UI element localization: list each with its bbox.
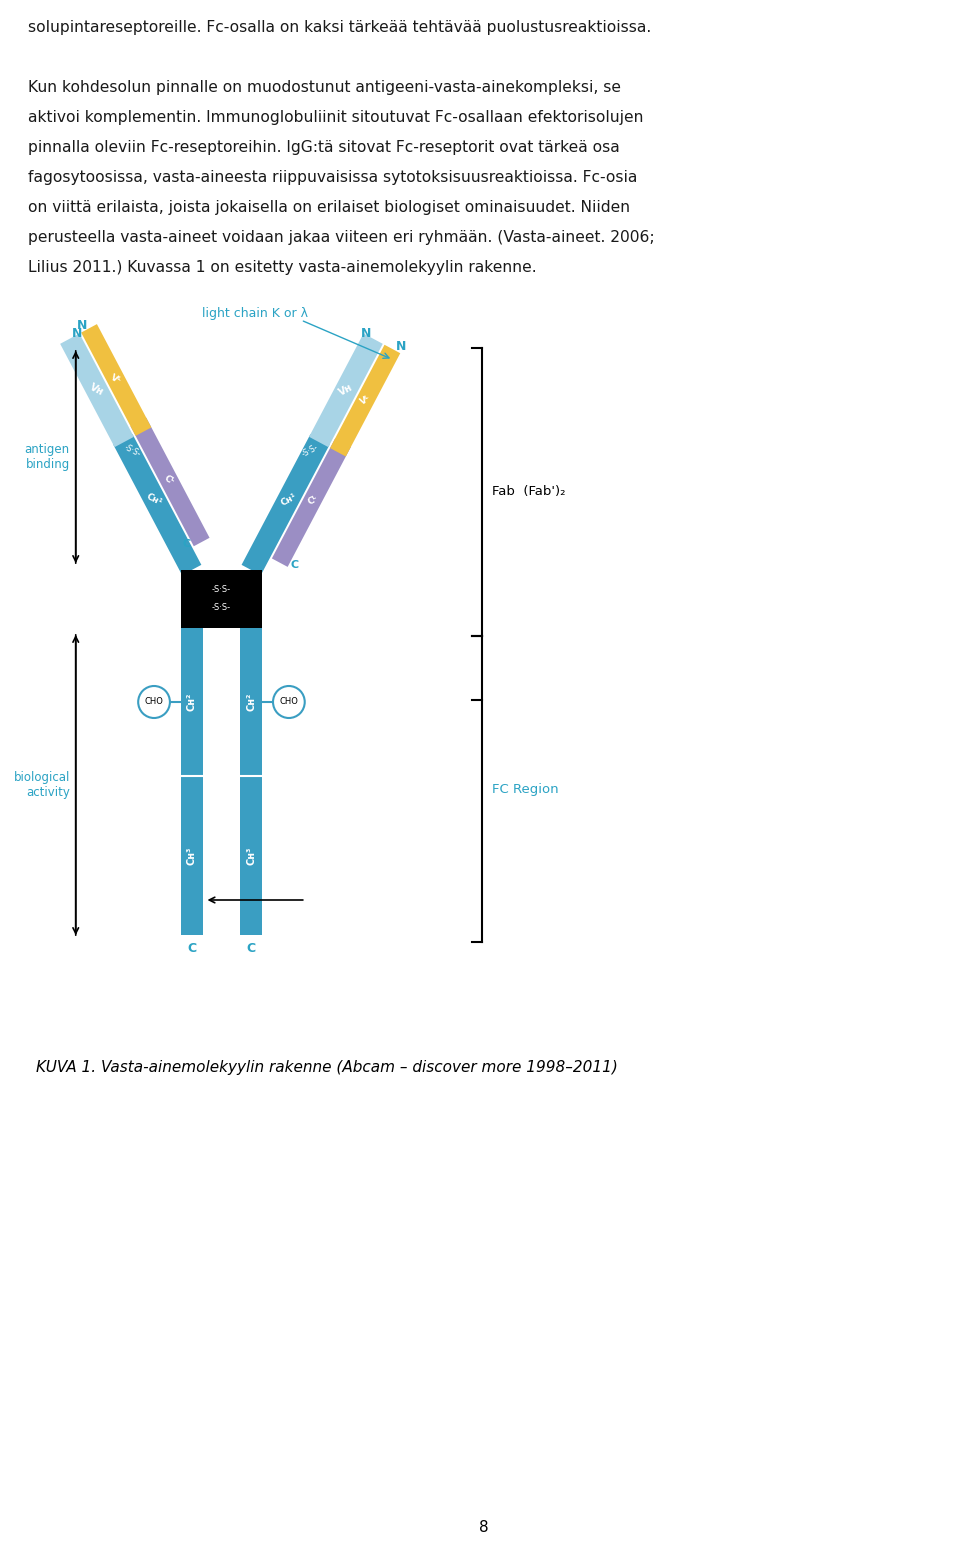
Text: C: C xyxy=(182,540,191,549)
Text: 8: 8 xyxy=(479,1519,489,1535)
Bar xyxy=(180,629,203,775)
Text: -S·S-: -S·S- xyxy=(212,604,231,613)
Text: Vᴸ: Vᴸ xyxy=(359,393,372,407)
Polygon shape xyxy=(330,345,400,457)
Text: solupintareseptoreille. Fc-osalla on kaksi tärkeää tehtävää puolustusreaktioissa: solupintareseptoreille. Fc-osalla on kak… xyxy=(28,20,652,34)
Bar xyxy=(240,629,262,775)
Text: -S·S-: -S·S- xyxy=(212,585,231,594)
Text: Cᴸ: Cᴸ xyxy=(162,474,176,487)
Text: CHO: CHO xyxy=(145,697,163,707)
Text: N: N xyxy=(361,326,371,340)
Circle shape xyxy=(138,686,170,718)
Text: Cʜ¹: Cʜ¹ xyxy=(145,491,164,507)
Text: Cʜ¹: Cʜ¹ xyxy=(279,491,298,507)
Text: Kun kohdesolun pinnalle on muodostunut antigeeni-vasta-ainekompleksi, se: Kun kohdesolun pinnalle on muodostunut a… xyxy=(28,80,621,95)
Text: Cʜ³: Cʜ³ xyxy=(246,847,256,864)
Polygon shape xyxy=(242,434,329,576)
Text: Cʜ³: Cʜ³ xyxy=(187,847,197,864)
Text: -S·S-: -S·S- xyxy=(300,443,320,459)
Text: pinnalla oleviin Fc-reseptoreihin. IgG:tä sitovat Fc-reseptorit ovat tärkeä osa: pinnalla oleviin Fc-reseptoreihin. IgG:t… xyxy=(28,140,620,154)
Text: CHO: CHO xyxy=(279,697,299,707)
Bar xyxy=(240,775,262,934)
Text: aktivoi komplementin. Immunoglobuliinit sitoutuvat Fc-osallaan efektorisolujen: aktivoi komplementin. Immunoglobuliinit … xyxy=(28,111,643,125)
Text: on viittä erilaista, joista jokaisella on erilaiset biologiset ominaisuudet. Nii: on viittä erilaista, joista jokaisella o… xyxy=(28,200,631,215)
Text: perusteella vasta-aineet voidaan jakaa viiteen eri ryhmään. (Vasta-aineet. 2006;: perusteella vasta-aineet voidaan jakaa v… xyxy=(28,229,655,245)
Text: Cʜ²: Cʜ² xyxy=(187,693,197,711)
Text: Vʜ: Vʜ xyxy=(88,382,106,398)
Polygon shape xyxy=(60,334,133,448)
Text: C: C xyxy=(291,560,299,569)
Text: Cᴸ: Cᴸ xyxy=(306,495,319,507)
Text: C: C xyxy=(247,942,255,955)
Text: C: C xyxy=(187,942,196,955)
Text: N: N xyxy=(78,320,87,332)
Polygon shape xyxy=(82,324,152,435)
Text: Vᴸ: Vᴸ xyxy=(109,373,123,385)
Text: KUVA 1. Vasta-ainemolekyylin rakenne (Abcam – discover more 1998–2011): KUVA 1. Vasta-ainemolekyylin rakenne (Ab… xyxy=(36,1059,618,1075)
Text: FC Region: FC Region xyxy=(492,783,559,796)
Text: light chain K or λ: light chain K or λ xyxy=(202,307,307,320)
Polygon shape xyxy=(309,334,383,448)
Text: fagosytoosissa, vasta-aineesta riippuvaisissa sytotoksisuusreaktioissa. Fc-osia: fagosytoosissa, vasta-aineesta riippuvai… xyxy=(28,170,637,186)
Bar xyxy=(180,569,262,629)
Text: Vʜ: Vʜ xyxy=(338,382,355,398)
Polygon shape xyxy=(272,438,351,566)
Text: biological
activity: biological activity xyxy=(13,771,70,799)
Polygon shape xyxy=(113,434,202,576)
Bar xyxy=(180,775,203,934)
Text: Cʜ²: Cʜ² xyxy=(246,693,256,711)
Text: -S·S-: -S·S- xyxy=(123,443,143,459)
Text: N: N xyxy=(72,326,83,340)
Text: Lilius 2011.) Kuvassa 1 on esitetty vasta-ainemolekyylin rakenne.: Lilius 2011.) Kuvassa 1 on esitetty vast… xyxy=(28,261,537,275)
Circle shape xyxy=(273,686,304,718)
Text: antigen
binding: antigen binding xyxy=(25,443,70,471)
Polygon shape xyxy=(131,418,209,546)
Text: N: N xyxy=(396,340,406,353)
Text: Fab  (Fab')₂: Fab (Fab')₂ xyxy=(492,485,565,499)
